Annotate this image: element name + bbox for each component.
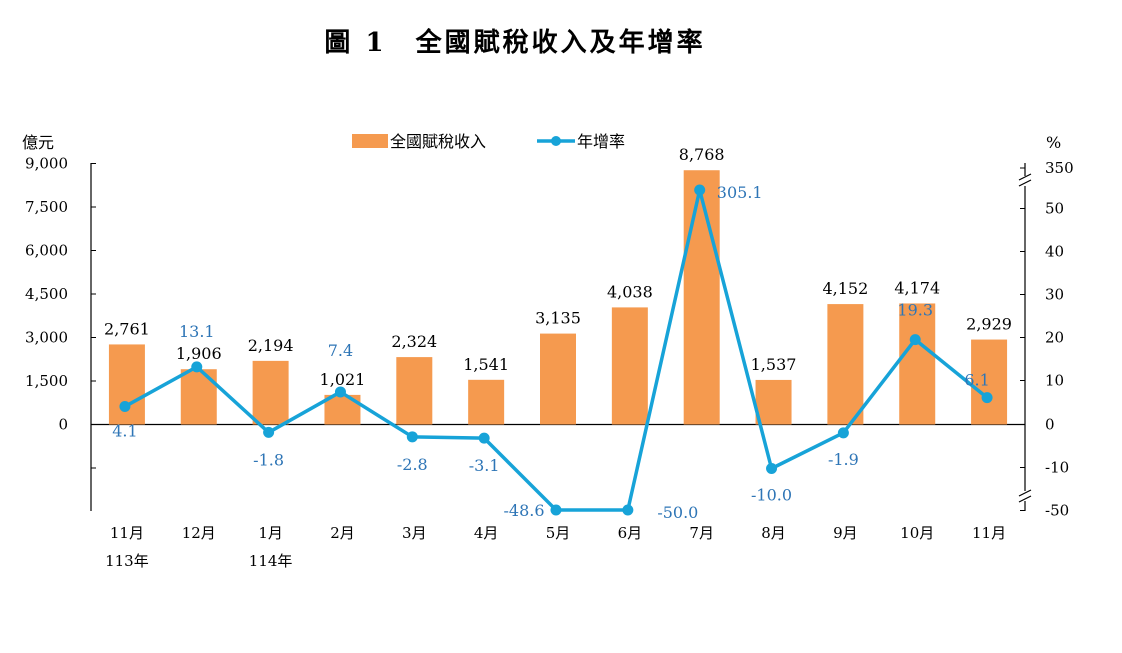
rate-point <box>909 334 921 346</box>
data-labels: 2,761 1,906 2,194 1,021 2,324 1,541 3,135 4,038… <box>104 145 1012 522</box>
category-label: 11月 <box>110 524 144 542</box>
bar <box>540 333 576 425</box>
left-tick-labels: 9,000 7,500 6,000 4,500 3,000 1,500 0 <box>25 155 96 469</box>
category-label: 10月 <box>900 524 934 542</box>
rate-value-label: 7.4 <box>328 341 353 360</box>
bar <box>899 303 936 425</box>
bar-value-label: 2,324 <box>391 332 437 351</box>
category-label: 4月 <box>474 524 499 542</box>
right-axis-unit: % <box>1046 133 1061 152</box>
legend-bar-label: 全國賦稅收入 <box>390 132 486 151</box>
bar-value-label: 4,174 <box>894 278 940 297</box>
bar-value-label: 2,761 <box>104 319 150 338</box>
bar-value-label: 4,152 <box>822 279 868 298</box>
bar-series <box>108 170 1008 425</box>
left-axis-unit: 億元 <box>22 133 54 152</box>
bar-value-label: 2,929 <box>966 315 1012 334</box>
rate-point <box>478 432 490 444</box>
bar <box>683 170 720 425</box>
rate-value-label: -10.0 <box>751 486 792 505</box>
legend-line-marker <box>551 136 561 146</box>
right-tick-label: 350 <box>1045 159 1074 177</box>
left-tick-label: 1,500 <box>25 372 68 390</box>
right-tick-label: 10 <box>1045 372 1064 390</box>
rate-point <box>191 361 203 373</box>
right-axis-break-marks <box>1018 173 1032 503</box>
rate-value-label: -1.8 <box>253 450 284 469</box>
right-tick-label: -50 <box>1045 502 1069 520</box>
category-year-label: 113年 <box>105 552 149 570</box>
category-labels: 11月 113年 12月 1月 114年 2月 3月 4月 5月 6月 7月 8月 9月 10月 11月 <box>105 524 1006 570</box>
bar-value-label: 8,768 <box>679 145 725 164</box>
legend-line-label: 年增率 <box>577 132 625 151</box>
right-tick-label: 20 <box>1045 329 1064 347</box>
left-tick-label: 0 <box>58 416 68 434</box>
rate-value-label: -48.6 <box>503 501 544 520</box>
right-tick-label: 0 <box>1045 416 1055 434</box>
category-year-label: 114年 <box>249 552 293 570</box>
right-tick-label: 30 <box>1045 286 1064 304</box>
line-series <box>119 184 993 516</box>
bar <box>971 339 1008 425</box>
legend: 全國賦稅收入 年增率 <box>352 132 625 151</box>
category-label: 8月 <box>761 524 786 542</box>
rate-value-label: 4.1 <box>112 421 137 440</box>
rate-value-label: -50.0 <box>657 503 698 522</box>
left-tick-label: 4,500 <box>25 285 68 303</box>
right-tick-label: 50 <box>1045 200 1064 218</box>
left-tick-label: 3,000 <box>25 329 68 347</box>
rate-value-label: 19.3 <box>897 301 933 320</box>
rate-value-label: 6.1 <box>964 371 989 390</box>
bar <box>108 344 145 425</box>
left-tick-label: 7,500 <box>25 198 68 216</box>
category-label: 11月 <box>972 524 1006 542</box>
category-label: 7月 <box>689 524 714 542</box>
category-label: 9月 <box>833 524 858 542</box>
rate-value-label: -3.1 <box>469 456 500 475</box>
legend-bar-swatch <box>352 134 388 148</box>
bar-value-label: 1,906 <box>176 344 222 363</box>
rate-value-label: 305.1 <box>717 183 763 202</box>
bar <box>180 369 217 425</box>
chart-title: 圖 1 全國賦稅收入及年增率 <box>324 28 706 58</box>
rate-point <box>981 392 993 404</box>
bar <box>755 379 792 425</box>
category-label: 2月 <box>330 524 355 542</box>
rate-value-label: -2.8 <box>397 455 428 474</box>
bar-value-label: 1,537 <box>751 355 797 374</box>
rate-point <box>334 386 346 398</box>
bar-value-label: 4,038 <box>607 282 653 301</box>
bar <box>252 360 289 425</box>
left-tick-label: 9,000 <box>25 155 68 173</box>
rate-point <box>837 427 849 439</box>
bar-value-label: 1,541 <box>463 355 509 374</box>
rate-value-label: -1.9 <box>828 450 859 469</box>
right-tick-labels: 350 50 40 30 20 10 0 -10 -50 <box>1020 159 1074 520</box>
rate-point <box>119 400 131 412</box>
left-tick-label: 6,000 <box>25 242 68 260</box>
category-label: 6月 <box>618 524 643 542</box>
rate-point <box>406 431 418 443</box>
right-tick-label: 40 <box>1045 243 1064 261</box>
category-label: 5月 <box>546 524 571 542</box>
rate-point <box>694 184 706 196</box>
category-label: 12月 <box>182 524 216 542</box>
bar <box>827 304 864 425</box>
rate-point <box>766 463 778 474</box>
category-label: 3月 <box>402 524 427 542</box>
rate-point <box>622 504 634 516</box>
right-tick-label: -10 <box>1045 459 1069 477</box>
category-label: 1月 <box>258 524 283 542</box>
bar-value-label: 1,021 <box>320 370 366 389</box>
bar <box>396 357 433 425</box>
rate-value-label: 13.1 <box>179 322 215 341</box>
rate-point <box>263 426 275 438</box>
bar-value-label: 2,194 <box>248 336 294 355</box>
rate-point <box>550 504 562 516</box>
bar <box>611 307 648 425</box>
bar <box>468 379 505 425</box>
bar-value-label: 3,135 <box>535 309 581 328</box>
